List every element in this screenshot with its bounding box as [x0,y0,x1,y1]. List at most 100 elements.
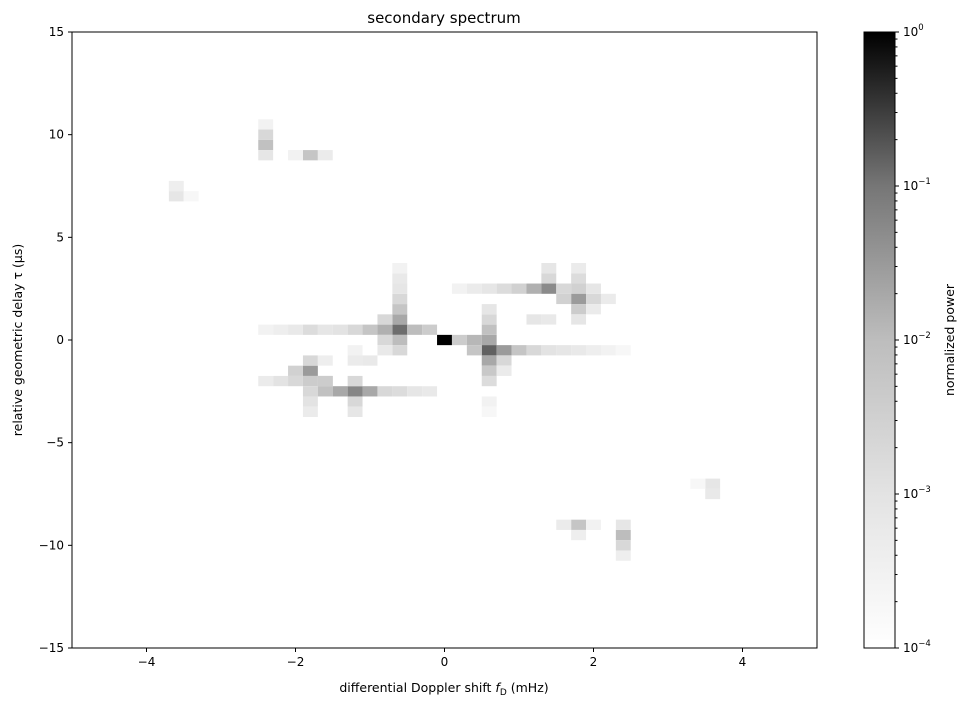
heatmap-cell [451,334,467,346]
heatmap-cell [317,355,333,366]
heatmap-cell [392,273,408,284]
heatmap-cell [481,375,497,387]
heatmap-cell [347,375,363,387]
x-axis-label-prefix: differential Doppler shift [339,680,495,695]
heatmap-cell [481,355,497,366]
heatmap-cell [571,304,587,315]
heatmap-cell [541,263,557,274]
heatmap-cell [302,406,318,417]
heatmap-cell [392,314,408,325]
heatmap-cell [392,334,408,346]
colorbar: 100 10−1 10−2 10−3 10−4 normalized power [863,23,957,655]
heatmap-cell [481,345,497,356]
heatmap-cell [541,345,557,356]
heatmap-cell [615,550,631,561]
heatmap-cell [571,273,587,284]
heatmap-cell [615,540,631,551]
heatmap-cell [496,283,512,294]
heatmap-cell [302,396,318,407]
heatmap-cell [481,396,497,407]
heatmap-cell [437,334,452,346]
heatmap-cell [392,283,408,294]
x-axis-label-symbol: f [495,680,501,695]
heatmap-cell [392,293,408,305]
heatmap-cell [407,324,423,335]
heatmap-cell [466,283,482,294]
colorbar-label: normalized power [942,283,957,396]
heatmap-cell [273,324,289,335]
colorbar-ticks: 100 10−1 10−2 10−3 10−4 [895,23,931,655]
heatmap-cell [556,519,572,530]
heatmap-cell [541,283,557,294]
heatmap-cell [481,314,497,325]
heatmap-cell [422,386,438,397]
heatmap-cell [586,304,601,315]
x-axis-label-suffix: (mHz) [507,680,549,695]
heatmap-cell [362,324,378,335]
heatmap-cell [556,345,572,356]
heatmap-cell [481,365,497,376]
heatmap-cell [496,365,512,376]
heatmap-cell [377,386,393,397]
heatmap-cell [556,283,572,294]
heatmap-cell [288,150,303,161]
heatmap-cell [481,334,497,346]
heatmap-cell [258,119,274,130]
x-axis-ticks: −4 −2 0 2 4 [138,648,746,669]
heatmap-cell [481,304,497,315]
heatmap-cell [288,375,303,387]
heatmap-cell [526,314,542,325]
heatmap-cell [571,519,587,530]
heatmap-cell [407,386,423,397]
heatmap-cell [347,406,363,417]
heatmap-cell [422,324,438,335]
heatmap-cell [541,273,557,284]
heatmap-cell [377,314,393,325]
colorbar-tick-label: 10−2 [903,331,931,347]
colorbar-tick-label: 10−3 [903,485,931,501]
x-tick-label: −4 [138,655,156,669]
heatmap-cell [258,139,274,151]
heatmap-cell [392,304,408,315]
heatmap-cell [705,478,721,489]
heatmap-cell [258,129,274,140]
heatmap-cell [615,345,631,356]
heatmap-cell [347,355,363,366]
heatmap-cell [615,529,631,541]
y-tick-label: 15 [49,25,64,39]
heatmap-cell [168,191,184,202]
heatmap-cell [392,386,408,397]
heatmap-cell [288,324,303,335]
heatmap-cell [541,314,557,325]
chart-title: secondary spectrum [367,9,520,27]
heatmap-cell [317,150,333,161]
heatmap-cell [377,324,393,335]
heatmap-cell [586,293,601,305]
plot-area [71,31,818,649]
heatmap-cell [586,345,601,356]
heatmap-cell [571,293,587,305]
x-axis-label: differential Doppler shift fD (mHz) [339,680,548,698]
heatmap-cell [302,150,318,161]
heatmap-cell [496,345,512,356]
heatmap-cell [317,324,333,335]
heatmap-cell [332,324,348,335]
heatmap-cell [481,283,497,294]
x-tick-label: 2 [590,655,598,669]
heatmap-cell [258,324,274,335]
x-tick-label: 0 [441,655,449,669]
heatmap-cell [526,345,542,356]
heatmap-cell [362,386,378,397]
heatmap-cell [705,488,721,500]
heatmap-cell [511,283,527,294]
heatmap-cell [615,519,631,530]
heatmap-cell [496,355,512,366]
heatmap-cell [273,375,289,387]
heatmap-cell [183,191,199,202]
heatmap-cell [347,345,363,356]
colorbar-tick-label: 10−1 [903,177,931,193]
heatmap-cell [690,478,706,489]
heatmap-cell [526,283,542,294]
heatmap-cell [571,263,587,274]
heatmap-cell [586,519,601,530]
